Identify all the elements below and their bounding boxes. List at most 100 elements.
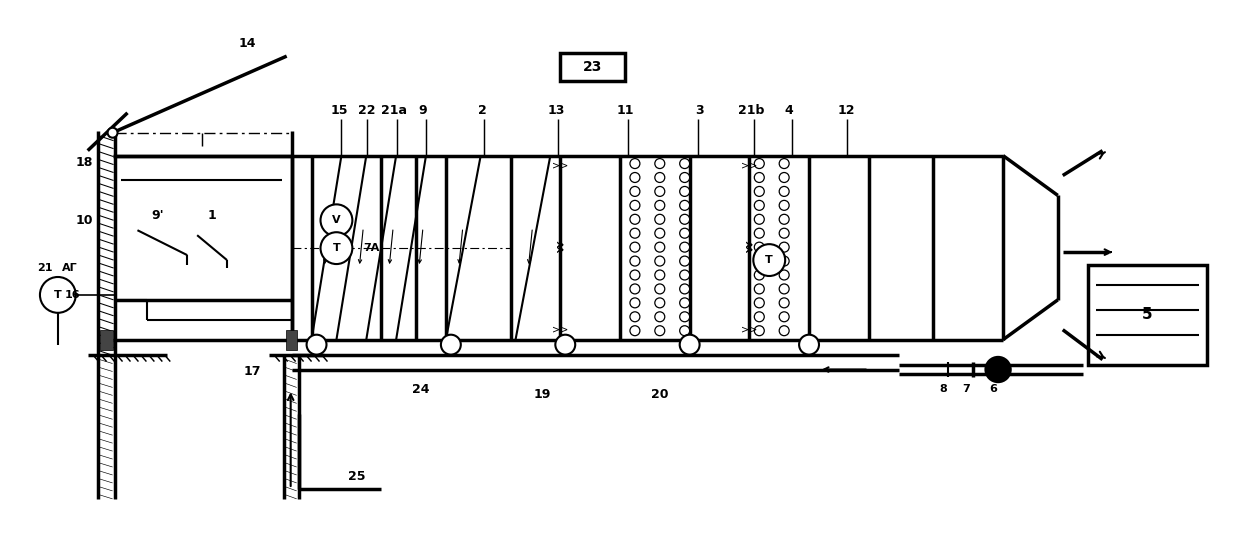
Text: 17: 17	[243, 365, 260, 378]
Circle shape	[630, 270, 640, 280]
Text: 21b: 21b	[738, 104, 765, 117]
Text: 1: 1	[207, 209, 217, 222]
Circle shape	[630, 186, 640, 196]
Circle shape	[754, 284, 764, 294]
Text: >>: >>	[552, 161, 568, 170]
Circle shape	[680, 173, 689, 183]
Circle shape	[799, 335, 818, 355]
Circle shape	[655, 256, 665, 266]
Circle shape	[754, 200, 764, 210]
Circle shape	[655, 228, 665, 238]
Text: »: »	[556, 243, 564, 257]
Text: 25: 25	[347, 470, 365, 483]
Text: T: T	[332, 243, 340, 253]
Circle shape	[306, 335, 326, 355]
Circle shape	[655, 186, 665, 196]
Circle shape	[630, 173, 640, 183]
Text: 11: 11	[616, 104, 634, 117]
Text: 15: 15	[331, 104, 348, 117]
Circle shape	[630, 312, 640, 322]
Text: 8: 8	[940, 384, 947, 394]
Circle shape	[680, 335, 699, 355]
Text: 5: 5	[1142, 307, 1153, 322]
Text: »: »	[745, 238, 754, 252]
Circle shape	[754, 298, 764, 308]
Text: 9': 9'	[151, 209, 164, 222]
Circle shape	[655, 214, 665, 224]
Circle shape	[986, 358, 1011, 382]
Circle shape	[779, 256, 789, 266]
Text: 6: 6	[990, 384, 997, 394]
Text: 2: 2	[479, 104, 487, 117]
Circle shape	[655, 158, 665, 168]
Circle shape	[754, 228, 764, 238]
Circle shape	[754, 186, 764, 196]
Circle shape	[680, 228, 689, 238]
Circle shape	[680, 270, 689, 280]
Circle shape	[754, 326, 764, 336]
Text: T: T	[765, 255, 773, 265]
Circle shape	[320, 232, 352, 264]
Circle shape	[779, 158, 789, 168]
Circle shape	[779, 284, 789, 294]
Text: 18: 18	[76, 156, 93, 169]
Circle shape	[779, 214, 789, 224]
Circle shape	[754, 214, 764, 224]
Bar	[285, 329, 296, 350]
Text: »: »	[745, 243, 754, 257]
Circle shape	[630, 228, 640, 238]
Circle shape	[680, 312, 689, 322]
Text: 4: 4	[785, 104, 794, 117]
Circle shape	[680, 284, 689, 294]
Circle shape	[754, 173, 764, 183]
Circle shape	[655, 173, 665, 183]
Circle shape	[630, 158, 640, 168]
Text: 7: 7	[962, 384, 970, 394]
Circle shape	[779, 312, 789, 322]
Text: 20: 20	[651, 388, 668, 401]
Circle shape	[655, 284, 665, 294]
Circle shape	[779, 186, 789, 196]
Bar	[560, 53, 625, 81]
Circle shape	[680, 186, 689, 196]
Text: 14: 14	[238, 37, 255, 50]
Text: 7A: 7A	[363, 243, 379, 253]
Circle shape	[630, 326, 640, 336]
Circle shape	[680, 298, 689, 308]
Circle shape	[655, 242, 665, 252]
Circle shape	[441, 335, 461, 355]
Text: 23: 23	[583, 60, 601, 74]
Text: 3: 3	[696, 104, 704, 117]
Circle shape	[40, 277, 76, 313]
Circle shape	[108, 128, 118, 138]
Text: 21: 21	[37, 263, 52, 273]
Circle shape	[655, 200, 665, 210]
Bar	[1087, 265, 1207, 365]
Text: »: »	[556, 243, 564, 257]
Circle shape	[754, 242, 764, 252]
Circle shape	[655, 270, 665, 280]
Text: 12: 12	[837, 104, 854, 117]
Circle shape	[754, 312, 764, 322]
Circle shape	[680, 200, 689, 210]
Circle shape	[754, 256, 764, 266]
Text: >>: >>	[742, 161, 758, 170]
Circle shape	[630, 298, 640, 308]
Text: »: »	[556, 238, 564, 252]
Text: »: »	[745, 238, 754, 252]
Circle shape	[779, 270, 789, 280]
Circle shape	[630, 256, 640, 266]
Circle shape	[680, 214, 689, 224]
Circle shape	[779, 200, 789, 210]
Bar	[99, 329, 113, 350]
Circle shape	[655, 326, 665, 336]
Text: 19: 19	[533, 388, 551, 401]
Text: V: V	[332, 215, 341, 226]
Text: 9: 9	[419, 104, 428, 117]
Circle shape	[655, 298, 665, 308]
Circle shape	[320, 205, 352, 236]
Text: 16: 16	[64, 290, 81, 300]
Text: 10: 10	[76, 214, 93, 227]
Circle shape	[754, 158, 764, 168]
Circle shape	[779, 242, 789, 252]
